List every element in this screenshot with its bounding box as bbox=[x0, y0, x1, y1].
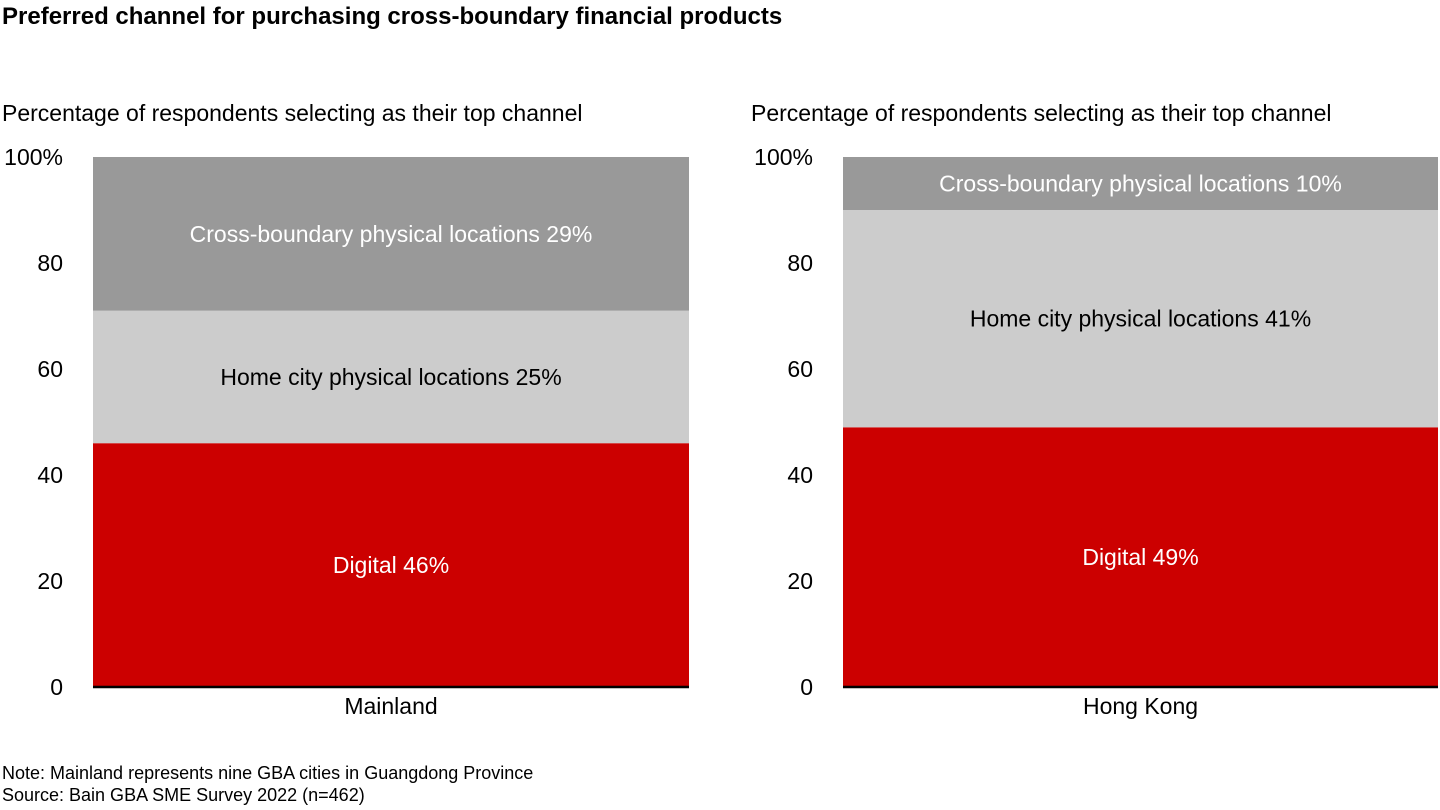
hong-kong-digital-bar bbox=[843, 427, 1438, 687]
mainland-ytick-label: 20 bbox=[37, 568, 63, 594]
mainland-digital-label: Digital 46% bbox=[333, 552, 449, 578]
mainland-home-city-physical-locations-label: Home city physical locations 25% bbox=[220, 364, 561, 390]
mainland-ytick-label: 80 bbox=[37, 250, 63, 276]
hong-kong-ytick-label: 20 bbox=[787, 568, 813, 594]
hong-kong-ytick-label: 40 bbox=[787, 462, 813, 488]
note-text: Note: Mainland represents nine GBA citie… bbox=[2, 763, 534, 783]
hong-kong-ytick-label: 0 bbox=[800, 674, 813, 700]
hong-kong-digital-label: Digital 49% bbox=[1082, 544, 1198, 570]
hong-kong-cross-boundary-physical-locations-bar bbox=[843, 157, 1438, 210]
mainland-home-city-physical-locations-bar bbox=[93, 310, 689, 444]
hong-kong-ytick-label: 80 bbox=[787, 250, 813, 276]
hong-kong-home-city-physical-locations-bar bbox=[843, 210, 1438, 428]
right-panel-subtitle: Percentage of respondents selecting as t… bbox=[751, 100, 1332, 126]
hong-kong-ytick-label: 60 bbox=[787, 356, 813, 382]
footnotes: Note: Mainland represents nine GBA citie… bbox=[2, 762, 533, 806]
source-text: Source: Bain GBA SME Survey 2022 (n=462) bbox=[2, 785, 365, 805]
mainland-digital-bar bbox=[93, 443, 689, 687]
mainland-cross-boundary-physical-locations-label: Cross-boundary physical locations 29% bbox=[190, 221, 593, 247]
hong-kong-home-city-physical-locations-label: Home city physical locations 41% bbox=[970, 306, 1311, 332]
chart-title: Preferred channel for purchasing cross-b… bbox=[2, 3, 783, 30]
mainland-ytick-label: 100% bbox=[4, 144, 63, 170]
hong-kong-cross-boundary-physical-locations-label: Cross-boundary physical locations 10% bbox=[939, 171, 1342, 197]
mainland-ytick-label: 0 bbox=[50, 674, 63, 700]
mainland-category-label: Mainland bbox=[344, 693, 437, 719]
hong-kong-category-label: Hong Kong bbox=[1083, 693, 1198, 719]
hong-kong-ytick-label: 100% bbox=[754, 144, 813, 170]
mainland-cross-boundary-physical-locations-bar bbox=[93, 157, 689, 311]
left-panel-subtitle: Percentage of respondents selecting as t… bbox=[2, 100, 583, 126]
mainland-ytick-label: 40 bbox=[37, 462, 63, 488]
mainland-ytick-label: 60 bbox=[37, 356, 63, 382]
